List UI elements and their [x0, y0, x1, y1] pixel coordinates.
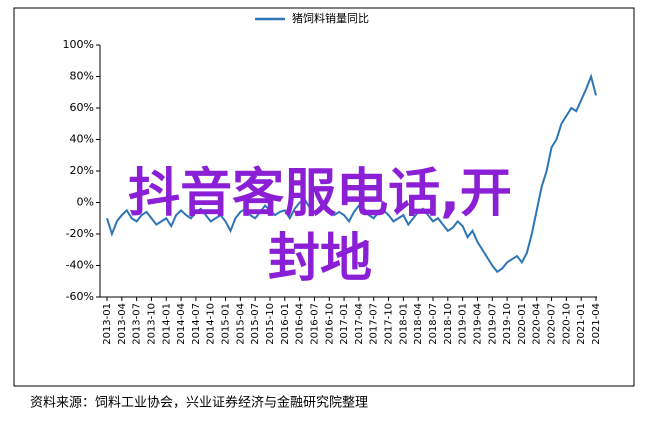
x-tick-label: 2020-01 — [517, 303, 528, 345]
x-tick-label: 2014-10 — [206, 303, 217, 345]
x-tick-label: 2018-01 — [398, 303, 409, 345]
series-line — [106, 73, 597, 274]
legend-label: 猪饲料销量同比 — [292, 11, 369, 25]
x-tick-label: 2015-04 — [235, 303, 246, 345]
x-tick-label: 2014-01 — [161, 303, 172, 345]
y-tick-label: -40% — [66, 259, 94, 272]
x-tick-label: 2017-01 — [339, 303, 350, 345]
y-tick-label: -60% — [66, 290, 94, 303]
y-tick-label: 80% — [70, 70, 94, 83]
x-tick-label: 2016-07 — [309, 303, 320, 345]
overlay-text: 抖音客服电话,开 — [128, 164, 512, 224]
x-tick-label: 2014-04 — [176, 303, 187, 345]
overlay-text: 封地 — [268, 229, 372, 289]
x-tick-label: 2021-01 — [576, 303, 587, 345]
y-tick-label: 100% — [63, 38, 94, 51]
x-tick-label: 2019-07 — [487, 303, 498, 345]
x-tick-label: 2015-07 — [250, 303, 261, 345]
x-tick-label: 2017-07 — [369, 303, 380, 345]
x-tick-label: 2014-07 — [191, 303, 202, 345]
x-tick-label: 2017-10 — [384, 303, 395, 345]
x-tick-label: 2019-04 — [472, 303, 483, 345]
x-tick-label: 2018-07 — [428, 303, 439, 345]
y-tick-label: -20% — [66, 227, 94, 240]
x-tick-label: 2013-04 — [117, 303, 128, 345]
x-tick-label: 2021-04 — [591, 303, 602, 345]
x-tick-label: 2016-10 — [324, 303, 335, 345]
x-tick-label: 2019-01 — [458, 303, 469, 345]
x-tick-label: 2016-04 — [295, 303, 306, 345]
x-tick-label: 2015-01 — [221, 303, 232, 345]
y-tick-label: 0% — [77, 196, 94, 209]
x-tick-label: 2020-04 — [532, 303, 543, 345]
frame — [13, 7, 635, 387]
source-note: 资料来源：饲料工业协会，兴业证券经济与金融研究院整理 — [30, 395, 368, 411]
x-tick-label: 2013-07 — [132, 303, 143, 345]
x-tick-label: 2016-01 — [280, 303, 291, 345]
x-tick-label: 2013-10 — [146, 303, 157, 345]
x-tick-label: 2020-10 — [561, 303, 572, 345]
x-tick-label: 2015-10 — [265, 303, 276, 345]
x-tick-label: 2017-04 — [354, 303, 365, 345]
y-tick-label: 20% — [70, 164, 94, 177]
x-tick-label: 2013-01 — [102, 303, 113, 345]
y-tick-label: 60% — [70, 101, 94, 114]
y-tick-label: 40% — [70, 133, 94, 146]
x-tick-label: 2020-07 — [547, 303, 558, 345]
x-tick-label: 2018-10 — [443, 303, 454, 345]
x-tick-label: 2019-10 — [502, 303, 513, 345]
x-tick-label: 2018-04 — [413, 303, 424, 345]
